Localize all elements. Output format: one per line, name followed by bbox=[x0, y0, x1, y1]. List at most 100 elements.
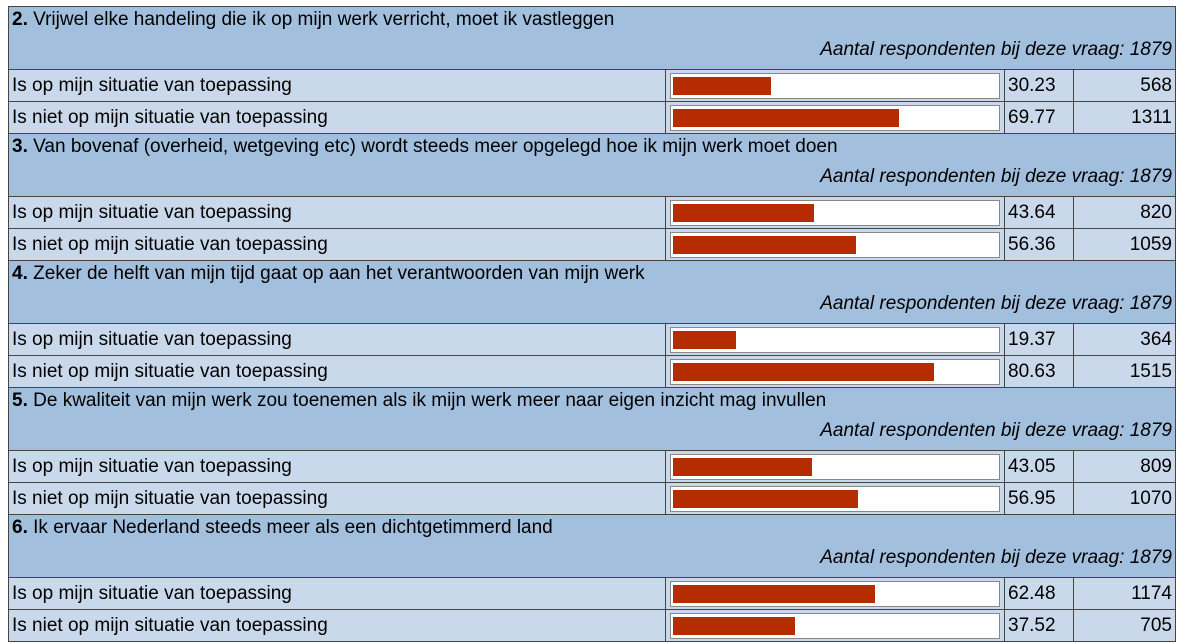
bar-track bbox=[670, 326, 1000, 353]
answer-row: Is op mijn situatie van toepassing 43.64 8… bbox=[8, 196, 1176, 229]
bar-track bbox=[670, 358, 1000, 385]
answer-count: 1515 bbox=[1073, 355, 1176, 388]
question-row: 5. De kwaliteit van mijn werk zou toenem… bbox=[8, 387, 1176, 451]
bar-track bbox=[670, 580, 1000, 607]
question-text: De kwaliteit van mijn werk zou toenemen … bbox=[33, 390, 827, 411]
bar-track bbox=[670, 453, 1000, 480]
respondents: Aantal respondenten bij deze vraag: 1879 bbox=[12, 547, 1172, 569]
question-cell: 4. Zeker de helft van mijn tijd gaat op … bbox=[8, 260, 1176, 324]
respondents-label: Aantal respondenten bij deze vraag: bbox=[820, 420, 1125, 441]
bar bbox=[673, 330, 736, 349]
respondents-count: 1879 bbox=[1129, 166, 1172, 187]
bar-track bbox=[670, 612, 1000, 639]
bar-track bbox=[670, 231, 1000, 258]
bar bbox=[673, 457, 813, 476]
respondents-count: 1879 bbox=[1129, 420, 1172, 441]
answer-count: 1174 bbox=[1073, 577, 1176, 610]
answer-row: Is op mijn situatie van toepassing 19.37 3… bbox=[8, 323, 1176, 356]
answer-percent: 56.95 bbox=[1004, 482, 1074, 515]
respondents: Aantal respondenten bij deze vraag: 1879 bbox=[12, 420, 1172, 442]
answer-row: Is op mijn situatie van toepassing 62.48 1… bbox=[8, 577, 1176, 610]
bar-track bbox=[670, 199, 1000, 226]
answer-label: Is niet op mijn situatie van toepassing bbox=[8, 609, 666, 642]
answer-count: 1059 bbox=[1073, 228, 1176, 261]
question-row: 2. Vrijwel elke handeling die ik op mijn… bbox=[8, 6, 1176, 70]
table-body: 2. Vrijwel elke handeling die ik op mijn… bbox=[8, 6, 1176, 642]
bar-cell bbox=[665, 69, 1005, 102]
respondents: Aantal respondenten bij deze vraag: 1879 bbox=[12, 166, 1172, 188]
question-cell: 3. Van bovenaf (overheid, wetgeving etc)… bbox=[8, 133, 1176, 197]
question-line: 4. Zeker de helft van mijn tijd gaat op … bbox=[12, 263, 1172, 285]
question-line: 2. Vrijwel elke handeling die ik op mijn… bbox=[12, 9, 1172, 31]
bar bbox=[673, 489, 858, 508]
answer-percent: 80.63 bbox=[1004, 355, 1074, 388]
answer-row: Is niet op mijn situatie van toepassing 3… bbox=[8, 609, 1176, 642]
bar-cell bbox=[665, 609, 1005, 642]
answer-row: Is niet op mijn situatie van toepassing 8… bbox=[8, 355, 1176, 388]
question-number: 3. bbox=[12, 136, 28, 157]
bar-cell bbox=[665, 196, 1005, 229]
answer-label: Is op mijn situatie van toepassing bbox=[8, 577, 666, 610]
question-text: Van bovenaf (overheid, wetgeving etc) wo… bbox=[33, 136, 838, 157]
question-row: 4. Zeker de helft van mijn tijd gaat op … bbox=[8, 260, 1176, 324]
bar bbox=[673, 235, 856, 254]
question-number: 4. bbox=[12, 263, 28, 284]
answer-row: Is niet op mijn situatie van toepassing 5… bbox=[8, 228, 1176, 261]
answer-percent: 43.64 bbox=[1004, 196, 1074, 229]
answer-percent: 19.37 bbox=[1004, 323, 1074, 356]
bar-track bbox=[670, 485, 1000, 512]
question-number: 2. bbox=[12, 9, 28, 30]
question-text: Ik ervaar Nederland steeds meer als een … bbox=[33, 517, 553, 538]
answer-label: Is niet op mijn situatie van toepassing bbox=[8, 228, 666, 261]
question-cell: 6. Ik ervaar Nederland steeds meer als e… bbox=[8, 514, 1176, 578]
results-table: 2. Vrijwel elke handeling die ik op mijn… bbox=[8, 6, 1176, 642]
respondents-label: Aantal respondenten bij deze vraag: bbox=[820, 166, 1125, 187]
answer-label: Is op mijn situatie van toepassing bbox=[8, 69, 666, 102]
question-row: 3. Van bovenaf (overheid, wetgeving etc)… bbox=[8, 133, 1176, 197]
bar-cell bbox=[665, 323, 1005, 356]
answer-count: 809 bbox=[1073, 450, 1176, 483]
respondents-count: 1879 bbox=[1129, 293, 1172, 314]
bar-cell bbox=[665, 450, 1005, 483]
answer-count: 364 bbox=[1073, 323, 1176, 356]
question-number: 5. bbox=[12, 390, 28, 411]
bar bbox=[673, 203, 815, 222]
bar-cell bbox=[665, 228, 1005, 261]
answer-count: 568 bbox=[1073, 69, 1176, 102]
bar-cell bbox=[665, 482, 1005, 515]
question-cell: 2. Vrijwel elke handeling die ik op mijn… bbox=[8, 6, 1176, 70]
answer-percent: 43.05 bbox=[1004, 450, 1074, 483]
answer-label: Is op mijn situatie van toepassing bbox=[8, 196, 666, 229]
respondents-count: 1879 bbox=[1129, 547, 1172, 568]
answer-label: Is niet op mijn situatie van toepassing bbox=[8, 101, 666, 134]
answer-count: 1070 bbox=[1073, 482, 1176, 515]
answer-label: Is niet op mijn situatie van toepassing bbox=[8, 482, 666, 515]
respondents-label: Aantal respondenten bij deze vraag: bbox=[820, 39, 1125, 60]
answer-percent: 56.36 bbox=[1004, 228, 1074, 261]
question-text: Vrijwel elke handeling die ik op mijn we… bbox=[33, 9, 615, 30]
answer-label: Is op mijn situatie van toepassing bbox=[8, 323, 666, 356]
question-row: 6. Ik ervaar Nederland steeds meer als e… bbox=[8, 514, 1176, 578]
bar-track bbox=[670, 104, 1000, 131]
respondents-label: Aantal respondenten bij deze vraag: bbox=[820, 293, 1125, 314]
bar bbox=[673, 108, 900, 127]
answer-label: Is niet op mijn situatie van toepassing bbox=[8, 355, 666, 388]
answer-row: Is op mijn situatie van toepassing 43.05 8… bbox=[8, 450, 1176, 483]
bar-cell bbox=[665, 355, 1005, 388]
question-text: Zeker de helft van mijn tijd gaat op aan… bbox=[33, 263, 645, 284]
answer-row: Is op mijn situatie van toepassing 30.23 5… bbox=[8, 69, 1176, 102]
bar bbox=[673, 616, 795, 635]
answer-count: 705 bbox=[1073, 609, 1176, 642]
answer-label: Is op mijn situatie van toepassing bbox=[8, 450, 666, 483]
question-number: 6. bbox=[12, 517, 28, 538]
bar-track bbox=[670, 72, 1000, 99]
answer-percent: 30.23 bbox=[1004, 69, 1074, 102]
answer-row: Is niet op mijn situatie van toepassing 5… bbox=[8, 482, 1176, 515]
answer-percent: 62.48 bbox=[1004, 577, 1074, 610]
bar bbox=[673, 584, 876, 603]
question-cell: 5. De kwaliteit van mijn werk zou toenem… bbox=[8, 387, 1176, 451]
question-line: 3. Van bovenaf (overheid, wetgeving etc)… bbox=[12, 136, 1172, 158]
bar bbox=[673, 362, 935, 381]
question-line: 6. Ik ervaar Nederland steeds meer als e… bbox=[12, 517, 1172, 539]
